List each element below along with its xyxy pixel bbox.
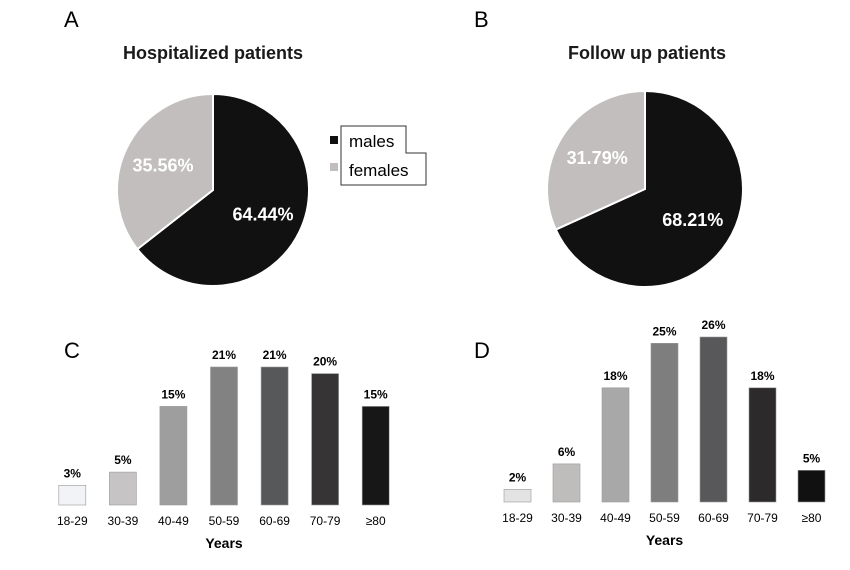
bar-value-label-hospitalized-1: 5% (114, 453, 132, 467)
bar-follow-up-4 (699, 336, 728, 503)
bar-value-label-hospitalized-3: 21% (212, 348, 236, 362)
pie-title-follow-up: Follow up patients (568, 43, 726, 63)
x-tick-label-hospitalized-0: 18-29 (57, 514, 88, 528)
pie-hospitalized-label-males: 64.44% (232, 204, 293, 224)
legend-label-males: males (349, 132, 394, 151)
pie-follow-up-label-males: 68.21% (662, 210, 723, 230)
panel-letter-c: C (64, 338, 80, 363)
bar-value-label-hospitalized-4: 21% (263, 348, 287, 362)
x-tick-label-hospitalized-6: ≥80 (366, 514, 386, 528)
pie-hospitalized-slice-males (135, 92, 310, 287)
x-tick-label-follow-up-4: 60-69 (698, 511, 729, 525)
bar-chart-age-follow-up: 2% 18-29 6% 30-39 18% 40-49 25% 50-59 26% 60-69 18… (502, 318, 826, 548)
x-tick-label-follow-up-2: 40-49 (600, 511, 631, 525)
bar-follow-up-6 (797, 469, 826, 503)
bar-chart-age-hospitalized: 3% 18-29 5% 30-39 15% 40-49 21% 50-59 21% 60-69 20… (57, 348, 390, 551)
bar-hospitalized-2 (159, 406, 188, 506)
pie-follow-up-label-females: 31.79% (567, 148, 628, 168)
bar-hospitalized-3 (210, 366, 238, 506)
bar-value-label-follow-up-1: 6% (558, 445, 576, 459)
bar-hospitalized-5 (311, 373, 339, 506)
bar-hospitalized-6 (361, 406, 390, 506)
legend-label-females: females (349, 161, 409, 180)
bar-value-label-hospitalized-5: 20% (313, 355, 337, 369)
panel-letter-b: B (474, 7, 489, 32)
panel-letter-a: A (64, 7, 79, 32)
x-tick-label-hospitalized-2: 40-49 (158, 514, 189, 528)
bar-value-label-follow-up-4: 26% (701, 318, 725, 332)
bar-follow-up-3 (650, 342, 679, 503)
bar-hospitalized-0 (58, 484, 87, 506)
x-tick-label-follow-up-3: 50-59 (649, 511, 680, 525)
x-tick-label-follow-up-0: 18-29 (502, 511, 533, 525)
x-tick-label-follow-up-6: ≥80 (802, 511, 822, 525)
bar-follow-up-5 (748, 387, 777, 503)
legend-swatch-males (330, 136, 338, 144)
bar-hospitalized-4 (260, 366, 289, 506)
panel-letter-d: D (474, 338, 490, 363)
pie-chart-follow-up: 68.21% 31.79% (546, 89, 744, 288)
x-tick-label-follow-up-5: 70-79 (747, 511, 778, 525)
bar-value-label-follow-up-5: 18% (750, 369, 774, 383)
x-tick-label-follow-up-1: 30-39 (551, 511, 582, 525)
x-tick-label-hospitalized-4: 60-69 (259, 514, 290, 528)
bar-follow-up-0 (503, 488, 532, 503)
pie-chart-hospitalized: 64.44% 35.56% (116, 92, 310, 287)
pie-hospitalized-slice-females (116, 92, 214, 251)
bar-value-label-hospitalized-2: 15% (161, 387, 185, 401)
x-tick-label-hospitalized-3: 50-59 (209, 514, 240, 528)
bar-value-label-hospitalized-0: 3% (64, 466, 82, 480)
legend-box (340, 125, 427, 186)
bar-value-label-follow-up-2: 18% (603, 369, 627, 383)
legend-swatch-females (330, 163, 338, 171)
pie-follow-up-slice-females (546, 89, 646, 231)
x-axis-title-hospitalized: Years (205, 535, 243, 551)
bar-follow-up-2 (601, 387, 630, 503)
pie-follow-up-slice-males (554, 89, 744, 288)
pie-title-hospitalized: Hospitalized patients (123, 43, 303, 63)
bar-value-label-follow-up-3: 25% (652, 324, 676, 338)
x-tick-label-hospitalized-5: 70-79 (310, 514, 341, 528)
bar-value-label-follow-up-6: 5% (803, 451, 821, 465)
bar-value-label-hospitalized-6: 15% (364, 387, 388, 401)
pie-hospitalized-label-females: 35.56% (132, 156, 193, 176)
x-axis-title-follow-up: Years (646, 532, 684, 548)
bar-follow-up-1 (552, 463, 581, 503)
bar-hospitalized-1 (109, 471, 137, 506)
x-tick-label-hospitalized-1: 30-39 (108, 514, 139, 528)
bar-value-label-follow-up-0: 2% (509, 470, 527, 484)
legend: males females (330, 125, 427, 186)
